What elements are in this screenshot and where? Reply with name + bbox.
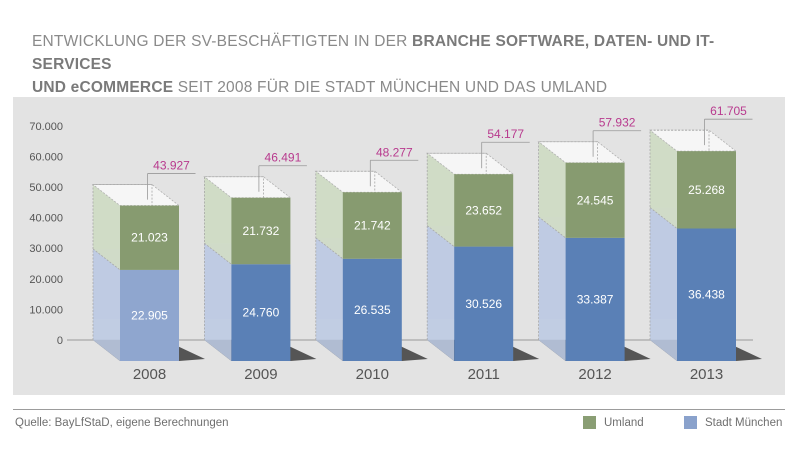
bar-group: 36.438 25.268 61.705 2013 <box>648 104 762 383</box>
bar-segment-stadt <box>677 228 736 361</box>
y-tick-label: 70.000 <box>29 121 63 133</box>
x-category-label: 2012 <box>578 366 611 383</box>
legend-label-stadt-muenchen: Stadt München <box>705 416 783 429</box>
bar-wire-edge <box>92 248 121 271</box>
bar-wire-edge <box>649 129 710 340</box>
bar-total-label: 57.932 <box>599 116 636 130</box>
bar-side-stadt <box>538 216 566 361</box>
bar-segment-umland <box>231 197 291 265</box>
bar-value-umland: 25.268 <box>688 183 725 197</box>
bar-segment-umland <box>120 205 179 270</box>
bar-total-label: 46.491 <box>265 151 302 165</box>
bar-group: 33.387 24.545 57.932 2012 <box>537 116 651 383</box>
y-tick-label: 20.000 <box>29 274 63 286</box>
bar-side-umland <box>538 141 566 238</box>
y-tick-label: 10.000 <box>29 304 63 316</box>
x-category-label: 2010 <box>356 366 389 383</box>
bar-side-umland <box>204 176 232 265</box>
bar-segment-stadt <box>231 264 291 361</box>
bar-value-stadt: 33.387 <box>577 292 614 306</box>
bar-top-face <box>426 152 515 175</box>
bar-segment-umland <box>565 162 625 238</box>
bar-wire-edge <box>538 216 566 239</box>
legend-item-umland: Umland <box>583 416 644 429</box>
legend-label-umland: Umland <box>604 416 644 429</box>
bar-value-umland: 21.732 <box>243 224 280 238</box>
bar-value-umland: 23.652 <box>465 203 502 217</box>
bar-value-stadt: 26.535 <box>354 303 391 317</box>
bar-wire-edge <box>204 242 232 265</box>
bar-segment-stadt <box>120 269 179 361</box>
bar-wire-edge <box>315 237 344 260</box>
bar-segment-stadt <box>454 246 514 361</box>
bar-value-umland: 24.545 <box>577 193 614 207</box>
title-line1-bold: BRANCHE SOFTWARE, DATEN- UND IT-SERVICES <box>32 33 715 73</box>
y-tick-label: 60.000 <box>29 151 63 163</box>
y-tick-label: 40.000 <box>29 213 63 225</box>
legend-item-stadt-muenchen: Stadt München <box>684 416 782 429</box>
legend-swatch-umland <box>583 416 596 429</box>
bar-top-face <box>203 176 292 199</box>
bar-group: 30.526 23.652 54.177 2011 <box>426 127 540 383</box>
x-category-label: 2009 <box>244 366 277 383</box>
bar-wire-edge <box>649 207 678 229</box>
x-category-label: 2011 <box>468 366 500 383</box>
bar-total-label: 54.177 <box>487 127 524 141</box>
bar-value-stadt: 36.438 <box>688 288 725 302</box>
bar-side-stadt <box>427 225 455 361</box>
footer-divider <box>13 409 785 410</box>
bar-total-label: 61.705 <box>710 104 747 118</box>
y-tick-label: 50.000 <box>29 182 63 194</box>
bar-wire-edge <box>426 225 455 247</box>
bar-group: 24.760 21.732 46.491 2009 <box>203 151 317 383</box>
bar-total-label: 48.277 <box>376 145 413 159</box>
bar-segment-stadt <box>565 237 625 361</box>
bar-side-stadt <box>93 248 120 361</box>
legend-swatch-stadt-muenchen <box>684 416 697 429</box>
bar-value-umland: 21.023 <box>131 231 168 245</box>
bar-top-face <box>91 184 181 206</box>
bar-side-umland <box>650 130 677 229</box>
bar-group: 26.535 21.742 48.277 2010 <box>314 145 428 383</box>
bar-value-umland: 21.742 <box>354 219 391 233</box>
bar-side-umland <box>315 171 343 259</box>
chart-svg: 0 10.000 20.000 30.000 40.000 50.000 60.000 70.… <box>29 104 762 383</box>
chart-title: ENTWICKLUNG DER SV-BESCHÄFTIGTEN IN DER … <box>32 30 782 99</box>
y-tick-label: 30.000 <box>29 243 63 255</box>
bar-side-stadt <box>650 207 677 361</box>
title-line2-bold: UND eCOMMERCE <box>32 79 174 96</box>
bar-group: 22.905 21.023 43.927 2008 <box>91 159 205 383</box>
bar-value-stadt: 30.526 <box>465 297 502 311</box>
bar-side-umland <box>427 153 455 247</box>
source-note: Quelle: BayLfStaD, eigene Berechnungen <box>15 417 229 429</box>
x-category-label: 2013 <box>690 366 723 383</box>
bar-segment-umland <box>677 151 736 229</box>
title-line1-normal: ENTWICKLUNG DER SV-BESCHÄFTIGTEN IN DER <box>32 33 413 50</box>
x-category-label: 2008 <box>133 366 166 383</box>
bar-side-stadt <box>204 243 232 361</box>
bar-segment-umland <box>342 192 402 259</box>
bar-total-label: 43.927 <box>153 159 190 173</box>
bar-value-stadt: 24.760 <box>243 306 280 320</box>
y-tick-label: 0 <box>57 335 63 347</box>
bar-side-umland <box>93 184 120 270</box>
bar-side-stadt <box>315 237 343 361</box>
chart-panel: 0 10.000 20.000 30.000 40.000 50.000 60.000 70.… <box>13 97 785 395</box>
title-line2-normal: SEIT 2008 FÜR DIE STADT MÜNCHEN UND DAS … <box>173 79 608 96</box>
bar-segment-stadt <box>342 258 402 361</box>
bar-segment-umland <box>454 174 514 247</box>
bar-value-stadt: 22.905 <box>131 308 168 322</box>
bar-top-face <box>537 141 626 164</box>
